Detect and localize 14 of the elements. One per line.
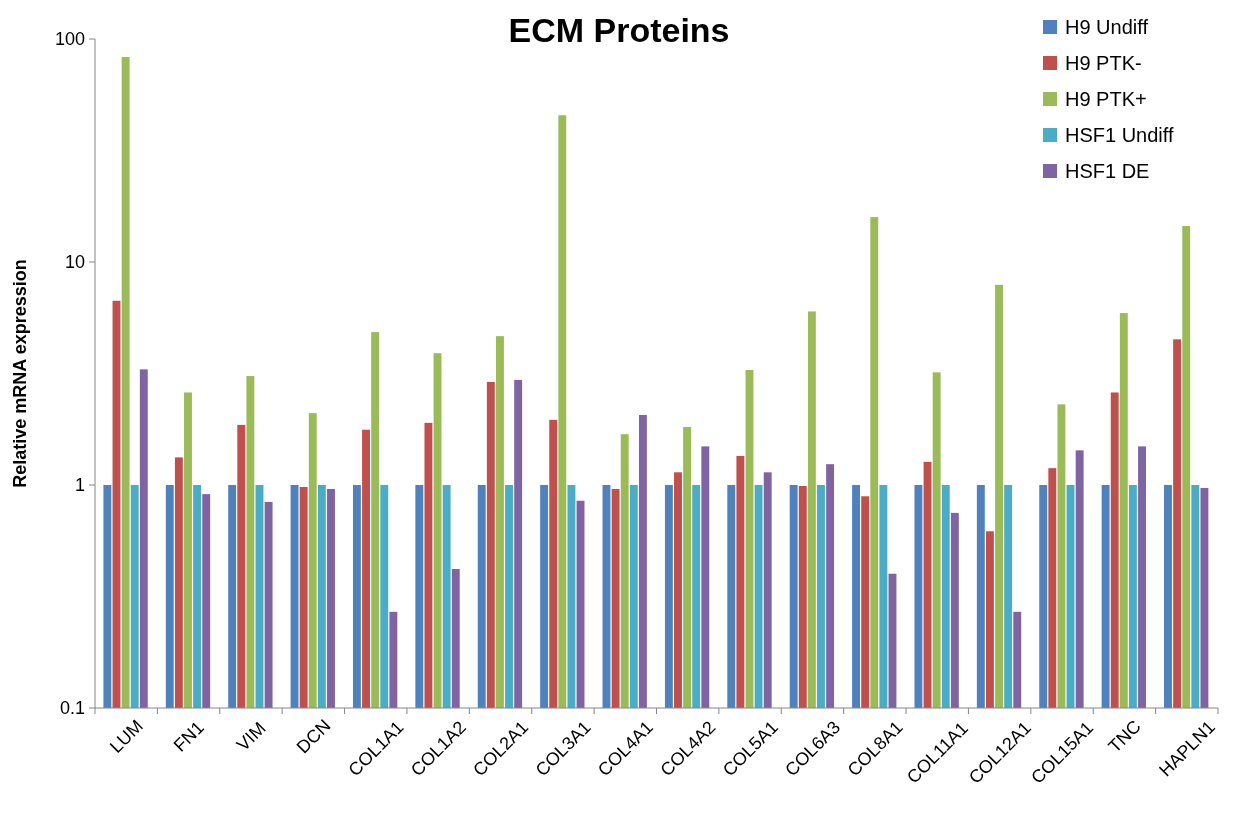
chart-title: ECM Proteins (508, 11, 730, 49)
legend-label: H9 PTK+ (1065, 88, 1147, 110)
y-tick-label: 100 (54, 29, 85, 50)
y-tick-label: 0.1 (59, 698, 85, 719)
legend-label: H9 PTK- (1065, 52, 1142, 74)
x-tick-label: FN1 (169, 717, 208, 756)
legend-label: H9 Undiff (1065, 16, 1149, 38)
legend-label: HSF1 DE (1065, 160, 1150, 182)
y-tick-label: 1 (74, 475, 85, 496)
legend-label: HSF1 Undiff (1065, 124, 1175, 146)
y-tick-label: 10 (64, 252, 85, 273)
x-tick-label: VIM (232, 718, 270, 755)
y-axis-title: Relative mRNA expression (10, 259, 30, 488)
x-tick-label: TNC (1104, 716, 1145, 757)
